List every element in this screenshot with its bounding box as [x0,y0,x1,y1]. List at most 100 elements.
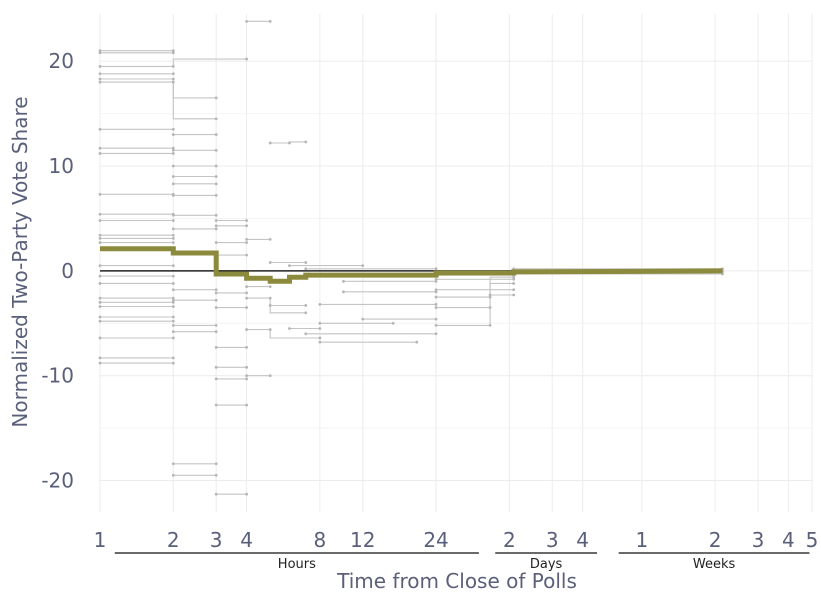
unit-series-point [98,319,102,323]
unit-series-point [214,323,218,327]
unit-series-point [268,261,272,264]
unit-series-point [98,274,102,278]
unit-series-point [245,365,248,369]
unit-series-point [268,19,272,23]
unit-series-point [434,295,438,299]
unit-series-point [268,328,272,331]
unit-series-point [171,298,175,302]
unit-series-point [171,356,175,360]
unit-series-point [98,236,102,240]
unit-series-point [214,96,218,100]
unit-series-point [512,277,516,281]
unit-series-point [171,182,175,186]
unit-series-point [434,323,438,327]
unit-series-point [214,330,218,334]
unit-series-point [171,315,175,319]
unit-series-point [171,65,175,68]
unit-series-point [98,51,102,55]
unit-series-point [245,19,248,23]
unit-series-point [171,219,175,222]
unit-series-point [171,336,175,340]
unit-series-point [288,141,291,145]
unit-series-point [245,328,248,331]
x-axis-title: Time from Close of Polls [336,569,577,593]
unit-series-point [171,361,175,365]
x-group-brackets: Hours Days Weeks [114,552,810,572]
unit-series-point [512,288,516,292]
unit-series-point [434,317,438,321]
unit-series-point [304,304,308,307]
unit-series-point [304,261,308,264]
unit-series-point [98,356,102,360]
x-tick-label: 12 [350,528,375,552]
unit-series-point [304,140,308,144]
unit-series-point [268,296,272,300]
unit-series-point [171,274,175,278]
unit-series-lines [98,19,724,496]
unit-series-point [98,315,102,319]
unit-series-point [488,293,492,297]
unit-series-point [488,323,492,327]
unit-series-point [214,227,218,231]
unit-series-point [434,303,438,306]
unit-series-point [434,277,438,281]
unit-series-point [98,152,102,155]
unit-series-point [171,319,175,323]
unit-series-point [214,377,218,381]
unit-series-point [434,279,438,283]
unit-series-point [245,492,248,496]
group-label: Weeks [693,557,736,572]
unit-series-point [171,164,175,168]
unit-series-point [391,321,395,325]
unit-series-point [318,321,322,325]
unit-series-point [268,304,272,307]
unit-series-line [246,329,320,339]
unit-series-point [98,219,102,222]
unit-series-point [171,264,175,268]
x-tick-label: 2 [709,528,722,552]
unit-series-point [171,51,175,55]
unit-series-point [318,327,322,330]
y-tick-label: 0 [61,259,74,283]
unit-series-point [434,332,438,336]
unit-series-point [214,193,218,197]
unit-series-point [171,462,175,466]
y-axis-title: Normalized Two-Party Vote Share [8,96,32,427]
unit-series-point [245,306,248,309]
unit-series-point [512,275,516,279]
unit-series-point [98,72,102,76]
unit-series-point [245,219,248,222]
unit-series-point [171,323,175,327]
unit-series-point [98,264,102,268]
unit-series-line [436,276,514,298]
unit-series-point [171,175,175,178]
unit-series-point [214,164,218,168]
x-tick-label: 5 [806,528,819,552]
unit-series-point [245,238,248,241]
unit-series-point [488,295,492,299]
unit-series-point [171,49,175,53]
unit-series-point [214,224,218,228]
x-tick-label: 3 [546,528,559,552]
y-tick-label: -10 [41,364,74,388]
unit-series-point [98,282,102,285]
unit-series-point [98,192,102,196]
unit-series-point [288,327,291,330]
unit-series-point [245,291,248,295]
unit-series-point [245,224,248,228]
unit-series-point [171,236,175,240]
unit-series-point [98,77,102,81]
unit-series-point [245,241,248,244]
unit-series-point [214,133,218,136]
unit-series-point [171,80,175,84]
unit-series-point [98,80,102,84]
unit-series-point [171,288,175,292]
unit-series-point [98,305,102,308]
unit-series-point [98,146,102,150]
unit-series-line [100,58,247,67]
unit-series-point [245,403,248,407]
x-tick-label: 2 [167,528,180,552]
unit-series-point [512,293,516,297]
unit-series-point [214,288,218,292]
